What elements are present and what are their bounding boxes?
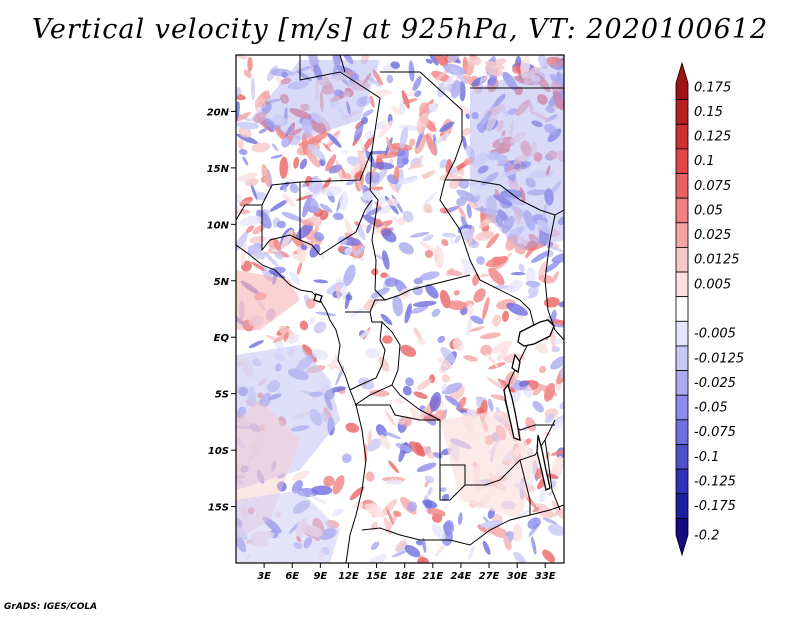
- colorbar-label: -0.025: [694, 376, 736, 391]
- lake-tanganyika: [503, 383, 521, 441]
- colorbar-label: -0.0125: [694, 351, 744, 366]
- lat-tick-label: 15N: [207, 164, 230, 175]
- colorbar-swatch: [675, 247, 689, 273]
- colorbar-swatch: [675, 345, 689, 371]
- colorbar-swatch: [675, 468, 689, 495]
- lon-tick-label: 12E: [338, 571, 359, 582]
- colorbar-swatch: [675, 123, 689, 150]
- colorbar-swatch: [675, 197, 689, 224]
- lon-tick-label: 30E: [507, 571, 528, 582]
- lon-tick-label: 9E: [313, 571, 327, 582]
- lat-tick-label: 20N: [207, 107, 230, 118]
- colorbar-label: 0.1: [694, 154, 715, 169]
- map-title: Vertical velocity [m/s] at 925hPa, VT: 2…: [31, 14, 769, 45]
- lon-axis: 3E 6E 9E 12E 15E 18E 21E 24E 27E 30E 33E: [257, 563, 556, 582]
- colorbar-swatch: [675, 271, 689, 298]
- colorbar-swatch: [675, 173, 689, 199]
- colorbar-swatch: [675, 61, 689, 101]
- colorbar: 0.175 0.15 0.125 0.1 0.075 0.05 0.025 0.0125 0.0…: [675, 61, 744, 557]
- lat-tick-label: 10N: [207, 220, 230, 231]
- colorbar-swatch: [675, 222, 689, 248]
- colorbar-swatch: [675, 99, 689, 125]
- colorbar-label: 0.025: [694, 228, 731, 243]
- velocity-field: [236, 55, 564, 563]
- footer-credit: GrADS: IGES/COLA: [4, 602, 98, 612]
- colorbar-swatch: [675, 296, 689, 322]
- colorbar-swatch: [675, 493, 689, 519]
- colorbar-label: 0.075: [694, 179, 731, 194]
- colorbar-swatch: [675, 419, 689, 445]
- lakes: [313, 293, 555, 491]
- colorbar-label: 0.125: [694, 130, 731, 145]
- lon-tick-label: 3E: [257, 571, 271, 582]
- colorbar-label: 0.05: [694, 203, 723, 218]
- lon-tick-label: 24E: [451, 571, 472, 582]
- colorbar-label: -0.1: [694, 450, 719, 465]
- lat-tick-label: 15S: [208, 503, 229, 514]
- colorbar-swatch: [675, 370, 689, 396]
- colorbar-swatch: [675, 444, 689, 470]
- colorbar-label: -0.175: [694, 499, 736, 514]
- lake-malawi: [536, 434, 551, 491]
- lon-tick-label: 21E: [422, 571, 443, 582]
- colorbar-label: -0.125: [694, 474, 736, 489]
- lat-axis: 20N 15N 10N 5N EQ 5S 10S 15S: [207, 107, 236, 514]
- colorbar-swatch: [675, 517, 689, 557]
- colorbar-label: 0.005: [694, 277, 731, 292]
- lat-tick-label: 10S: [208, 446, 229, 457]
- colorbar-label: 0.175: [694, 80, 731, 95]
- colorbar-label: -0.2: [694, 529, 719, 544]
- lon-tick-label: 33E: [535, 571, 556, 582]
- colorbar-label: -0.005: [694, 327, 736, 342]
- lat-tick-label: EQ: [214, 333, 230, 344]
- borders: [236, 55, 564, 563]
- colorbar-swatch: [675, 148, 689, 174]
- lat-tick-label: 5N: [214, 277, 230, 288]
- lon-tick-label: 18E: [394, 571, 415, 582]
- colorbar-swatch: [675, 320, 689, 347]
- lat-tick-label: 5S: [215, 390, 229, 401]
- lon-tick-label: 15E: [366, 571, 387, 582]
- coastline: [236, 244, 367, 563]
- colorbar-label: 0.0125: [694, 253, 740, 268]
- colorbar-label: -0.075: [694, 425, 736, 440]
- colorbar-swatch: [675, 394, 689, 421]
- colorbar-label: 0.15: [694, 105, 723, 120]
- colorbar-label: -0.05: [694, 401, 728, 416]
- plot-frame: [235, 54, 565, 564]
- lake-victoria: [517, 319, 555, 347]
- lon-tick-label: 27E: [479, 571, 500, 582]
- lon-tick-label: 6E: [285, 571, 299, 582]
